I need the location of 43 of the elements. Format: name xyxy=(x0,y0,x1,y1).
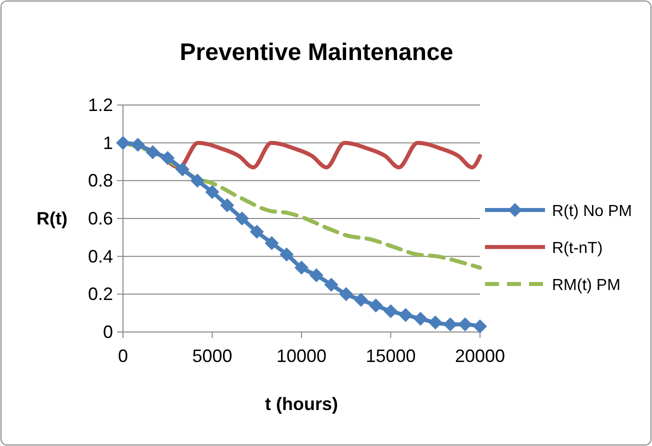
point xyxy=(250,224,264,239)
x-tick-label: 0 xyxy=(118,346,128,366)
point xyxy=(160,150,175,165)
point xyxy=(339,287,354,302)
point xyxy=(428,316,442,330)
y-tick-label: 1.2 xyxy=(88,95,113,115)
point xyxy=(354,292,368,307)
point xyxy=(294,260,308,275)
point xyxy=(384,304,398,318)
chart-title: Preventive Maintenance xyxy=(180,39,454,66)
point xyxy=(443,317,458,332)
point xyxy=(130,138,145,152)
point xyxy=(398,308,413,322)
y-tick-label: 0 xyxy=(102,322,113,342)
point xyxy=(264,236,279,250)
point xyxy=(324,278,338,292)
y-tick-label: 0.8 xyxy=(88,170,113,191)
legend-label: RM(t) PM xyxy=(552,277,620,294)
point xyxy=(175,162,190,176)
point xyxy=(190,174,204,188)
y-tick-label: 0.4 xyxy=(88,246,113,266)
point xyxy=(414,312,428,326)
point xyxy=(116,136,130,150)
x-tick-label: 15000 xyxy=(366,346,416,366)
point xyxy=(235,212,250,226)
point xyxy=(309,268,324,282)
y-tick-label: 1 xyxy=(102,132,113,153)
y-tick-label: 0.6 xyxy=(88,208,113,228)
y-axis-title: R(t) xyxy=(36,208,68,228)
point xyxy=(473,319,487,334)
y-tick-label: 0.2 xyxy=(88,284,113,304)
point xyxy=(368,298,383,313)
x-tick-label: 20000 xyxy=(454,346,506,366)
point xyxy=(220,198,234,212)
legend-label: R(t-nT) xyxy=(552,240,603,257)
point xyxy=(146,145,160,160)
point xyxy=(280,247,294,262)
point xyxy=(458,317,472,332)
x-tick-label: 5000 xyxy=(192,346,232,366)
legend-label: R(t) No PM xyxy=(552,203,632,220)
point xyxy=(205,185,220,200)
x-axis-title: t (hours) xyxy=(265,394,338,414)
x-tick-label: 10000 xyxy=(276,346,327,366)
